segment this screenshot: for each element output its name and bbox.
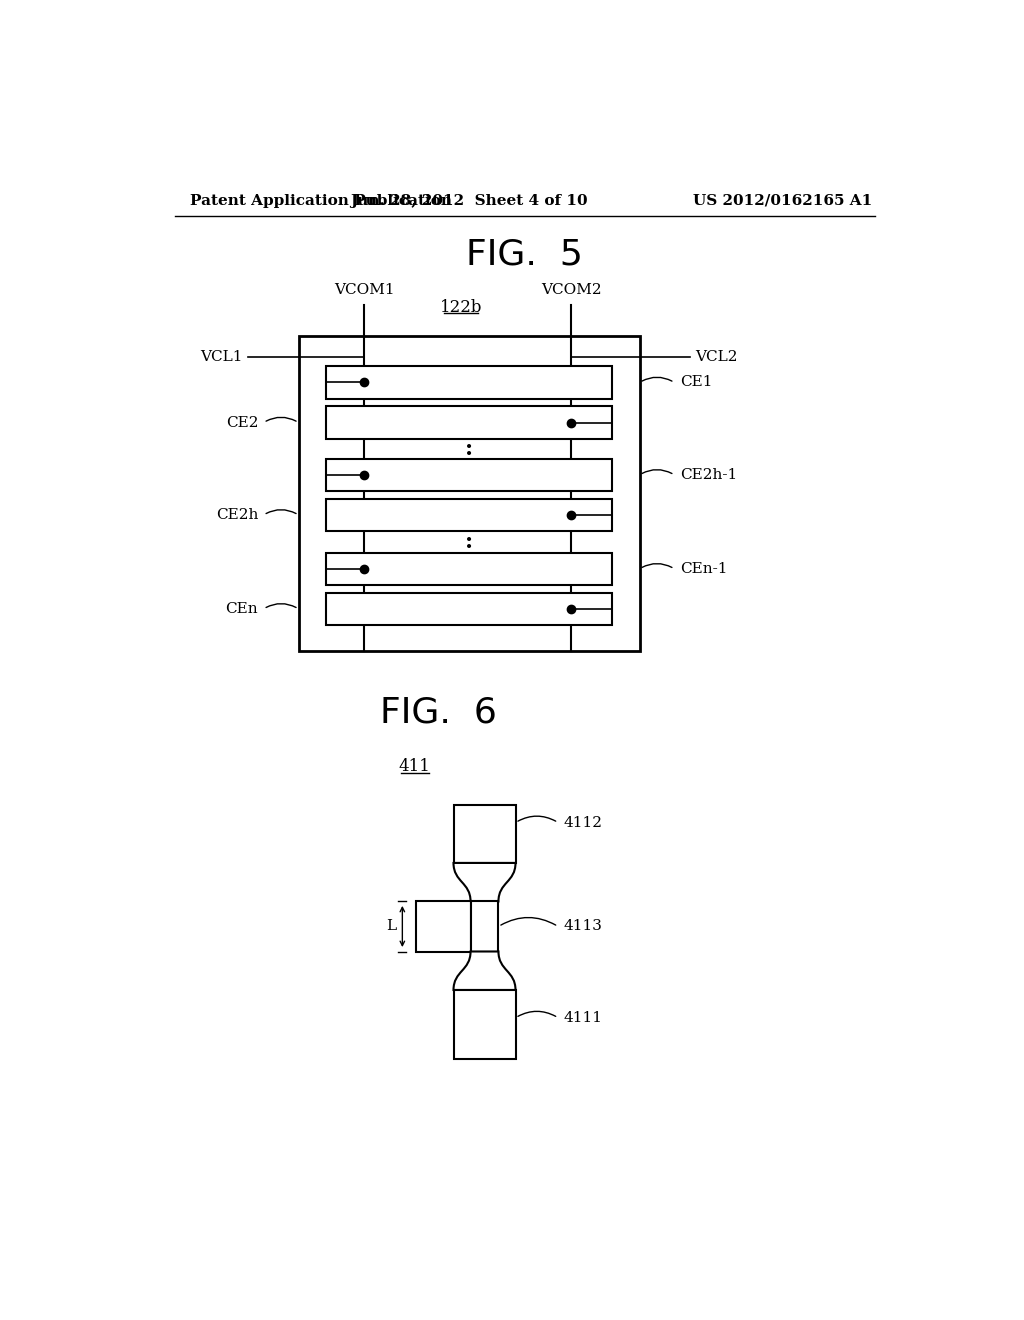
Text: CE2h: CE2h — [216, 508, 258, 521]
Text: FIG.  5: FIG. 5 — [466, 238, 584, 272]
Text: :: : — [465, 531, 473, 553]
Text: CE2: CE2 — [225, 416, 258, 429]
Text: FIG.  6: FIG. 6 — [380, 696, 497, 730]
Text: L: L — [386, 920, 396, 933]
PathPatch shape — [454, 952, 515, 990]
Text: VCL2: VCL2 — [695, 350, 738, 364]
Text: 4111: 4111 — [563, 1011, 602, 1024]
Bar — [326, 459, 612, 491]
Text: :: : — [465, 438, 473, 459]
Text: 122b: 122b — [440, 298, 482, 315]
Text: 411: 411 — [398, 758, 431, 775]
Text: VCOM1: VCOM1 — [334, 282, 394, 297]
Bar — [326, 407, 612, 438]
Text: CE1: CE1 — [680, 375, 713, 389]
Text: CEn: CEn — [225, 602, 258, 616]
Bar — [471, 902, 499, 952]
Text: VCOM2: VCOM2 — [541, 282, 602, 297]
PathPatch shape — [454, 863, 515, 902]
Bar — [326, 499, 612, 531]
Text: W2: W2 — [473, 907, 499, 920]
Bar — [326, 553, 612, 585]
Bar — [326, 367, 612, 399]
Text: Patent Application Publication: Patent Application Publication — [190, 194, 452, 207]
Text: Jun. 28, 2012  Sheet 4 of 10: Jun. 28, 2012 Sheet 4 of 10 — [350, 194, 588, 207]
Bar — [417, 902, 471, 952]
Bar — [326, 593, 612, 626]
Text: W1: W1 — [468, 820, 494, 833]
Bar — [454, 805, 515, 863]
Bar — [454, 990, 515, 1059]
Text: US 2012/0162165 A1: US 2012/0162165 A1 — [693, 194, 872, 207]
Text: 4112: 4112 — [563, 816, 602, 829]
Text: 4113: 4113 — [563, 920, 602, 933]
Text: CEn-1: CEn-1 — [680, 562, 727, 576]
Text: VCL1: VCL1 — [201, 350, 243, 364]
Bar — [299, 335, 640, 651]
Text: CE2h-1: CE2h-1 — [680, 467, 737, 482]
